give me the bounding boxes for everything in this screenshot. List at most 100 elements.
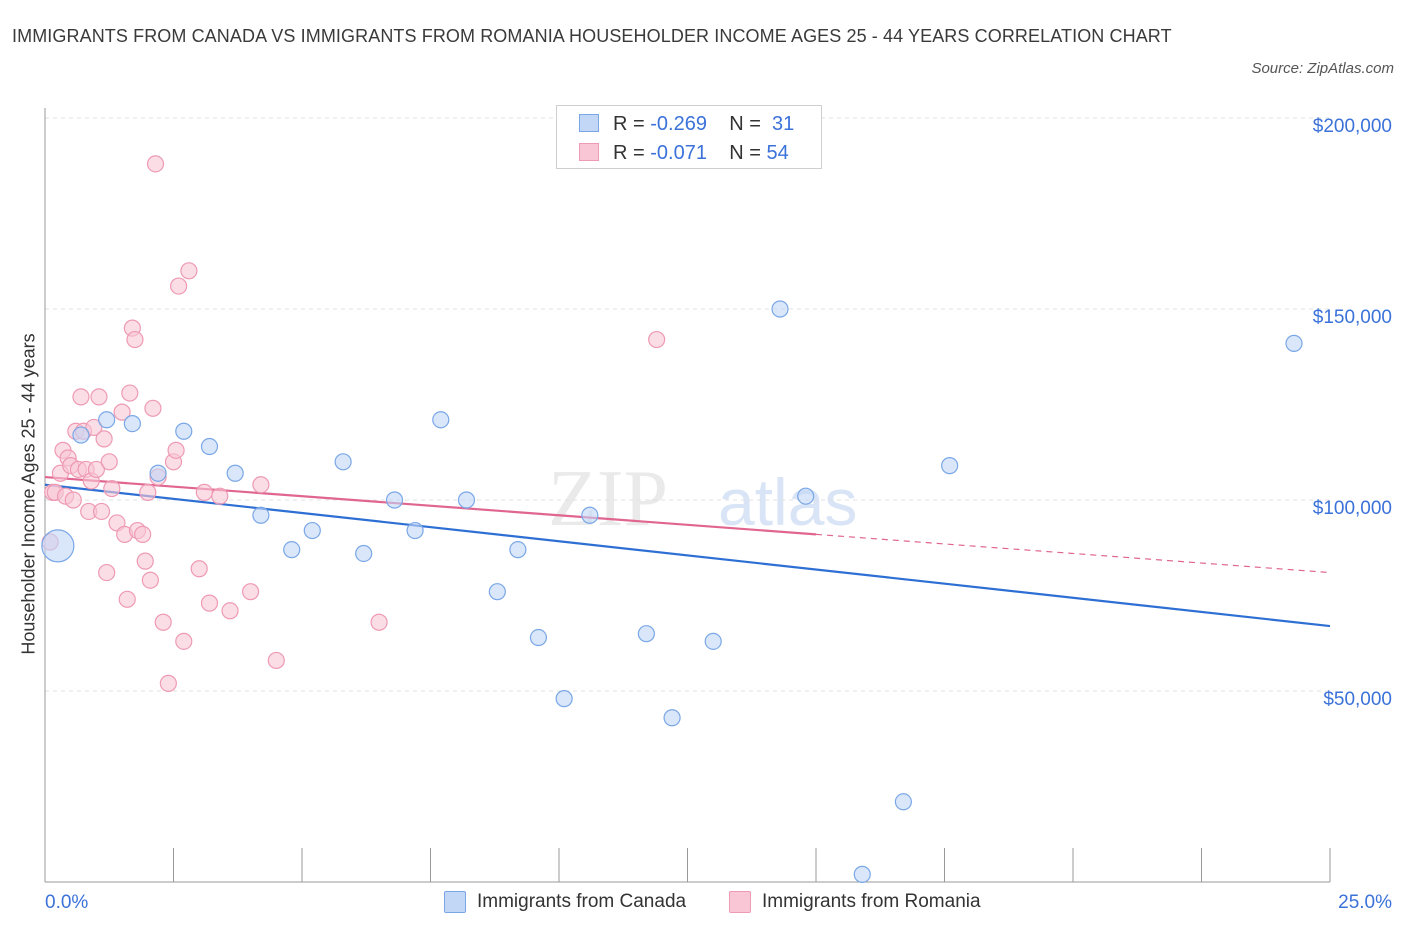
canada-point — [72, 426, 90, 444]
canada-point — [771, 300, 789, 318]
romania-point — [126, 330, 144, 349]
romania-point — [136, 552, 154, 570]
canada-point — [123, 415, 141, 433]
canada-point — [175, 422, 193, 440]
y-tick-label: $50,000 — [1323, 689, 1392, 710]
romania-point — [175, 632, 193, 650]
romania-point — [211, 487, 229, 505]
canada-legend-swatch — [444, 891, 466, 913]
x-tick-label: 0.0% — [45, 892, 88, 913]
romania-point — [85, 418, 103, 437]
n-value: 31 — [772, 113, 795, 135]
canada-point — [303, 521, 321, 540]
canada-point — [941, 457, 959, 475]
canada-point — [797, 487, 815, 505]
romania-point — [141, 571, 159, 589]
r-value: -0.071 — [650, 142, 707, 164]
canada-point — [1285, 334, 1303, 352]
romania-point — [200, 594, 219, 612]
romania-point — [190, 560, 208, 578]
y-tick-label: $100,000 — [1313, 498, 1392, 519]
x-tick-label: 25.0% — [1338, 892, 1392, 913]
romania-point — [90, 388, 108, 406]
romania-point — [159, 674, 177, 692]
trend-lines — [44, 475, 1331, 628]
romania-point — [72, 388, 90, 406]
romania-legend-swatch — [729, 891, 751, 913]
romania-point — [87, 460, 106, 479]
canada-point — [283, 541, 301, 559]
y-tick-labels: $50,000 $100,000 $150,000 $200,000 — [1313, 116, 1392, 710]
canada-point — [226, 464, 244, 482]
romania-point — [118, 590, 136, 608]
watermark-atlas: atlas — [718, 465, 857, 539]
trend-line — [44, 475, 817, 536]
r-value: -0.269 — [650, 113, 707, 135]
romania-point — [134, 525, 152, 543]
romania-point — [95, 430, 113, 448]
stats-legend: R = -0.269 N = 31 R = -0.071 N = 54 — [556, 105, 822, 169]
canada-point — [853, 865, 871, 883]
canada-point — [252, 506, 270, 524]
canada-point — [385, 491, 404, 509]
romania-point — [103, 479, 121, 498]
canada-point — [149, 464, 167, 482]
canada-point — [663, 709, 681, 727]
romania-point — [98, 563, 116, 582]
romania-point — [144, 399, 162, 417]
romania-legend-label: Immigrants from Romania — [762, 891, 981, 912]
canada-point — [457, 491, 476, 509]
romania-point — [146, 155, 165, 173]
canada-point — [555, 690, 573, 708]
n-label: N = — [729, 113, 767, 135]
romania-point — [370, 613, 388, 631]
canada-point — [637, 625, 655, 643]
y-axis-label: Householder Income Ages 25 - 44 years — [18, 333, 39, 655]
canada-point — [200, 437, 219, 456]
romania-point — [167, 441, 185, 459]
romania-point — [139, 483, 157, 501]
canada-point — [529, 628, 548, 647]
axes — [44, 108, 1331, 883]
chart-title: IMMIGRANTS FROM CANADA VS IMMIGRANTS FRO… — [12, 26, 1172, 46]
canada-point — [432, 411, 450, 429]
romania-point — [195, 483, 213, 501]
romania-point — [242, 583, 260, 601]
romania-point — [267, 651, 285, 670]
canada-point — [334, 453, 352, 471]
trend-line — [44, 483, 1331, 628]
romania-point — [221, 602, 239, 620]
n-label: N = — [729, 142, 767, 164]
canada-point — [41, 529, 75, 563]
canada-point — [406, 521, 424, 540]
romania-point — [170, 277, 188, 295]
canada-point — [488, 583, 506, 601]
source-label: Source: ZipAtlas.com — [1251, 60, 1394, 77]
canada-point — [509, 541, 527, 559]
romania-point — [100, 453, 118, 471]
r-label: R = — [613, 142, 651, 164]
canada-point — [894, 793, 912, 811]
romania-point — [64, 491, 82, 509]
canada-point — [355, 544, 373, 563]
romania-point — [252, 476, 270, 494]
canada-point — [704, 632, 722, 650]
canada-point — [98, 411, 116, 429]
canada-swatch — [579, 114, 599, 132]
n-value: 54 — [766, 142, 789, 164]
data-points — [41, 155, 1303, 883]
y-tick-label: $150,000 — [1313, 307, 1392, 328]
watermark: ZIP atlas — [548, 455, 857, 543]
romania-point — [113, 403, 131, 421]
r-label: R = — [613, 113, 651, 135]
y-tick-label: $200,000 — [1313, 116, 1392, 137]
romania-point — [121, 384, 139, 402]
romania-swatch — [579, 143, 599, 161]
romania-point — [154, 613, 172, 631]
x-tick-labels: 0.0% 25.0% — [45, 892, 1392, 913]
romania-point — [648, 330, 666, 349]
canada-legend-label: Immigrants from Canada — [477, 891, 687, 912]
romania-point — [180, 262, 198, 280]
canada-point — [581, 506, 599, 524]
